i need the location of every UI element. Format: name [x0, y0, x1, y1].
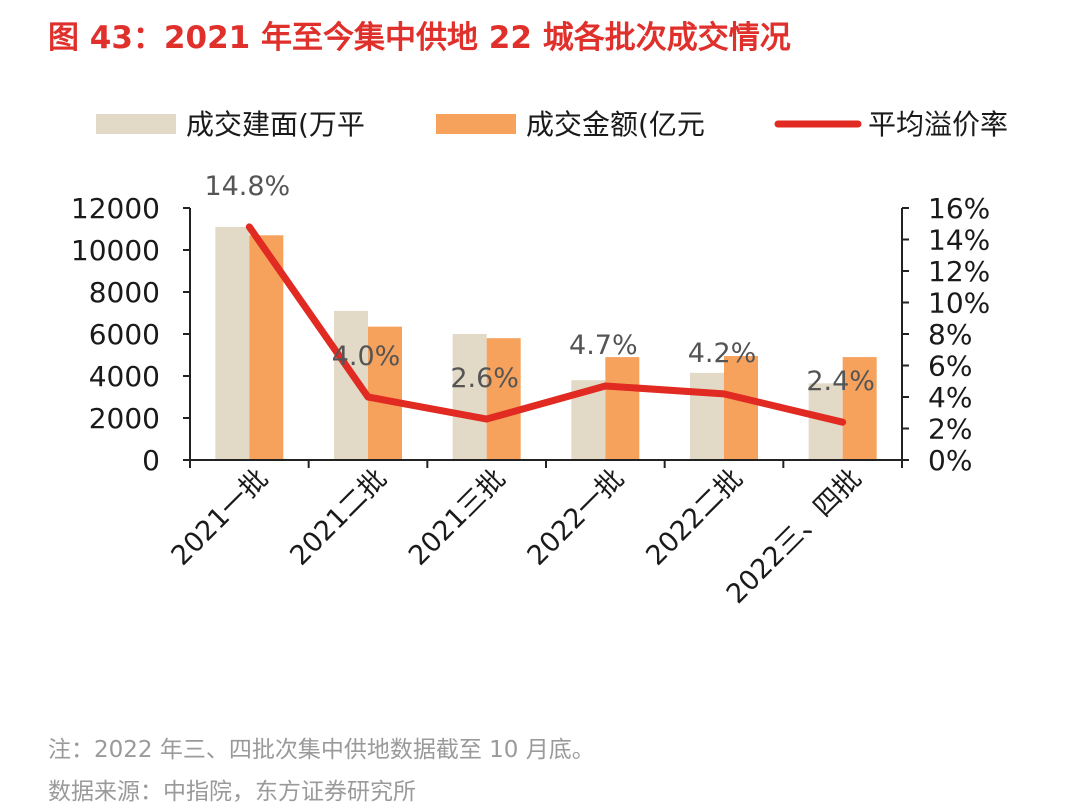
legend-label-2: 成交金额(亿元	[526, 108, 705, 141]
x-tick-label-2: 2021二批	[284, 463, 393, 572]
x-tick-label-4: 2022一批	[522, 463, 631, 572]
bars-layer	[215, 226, 877, 460]
legend-swatch-2	[436, 114, 516, 134]
y-right-tick-label: 16%	[928, 192, 990, 225]
y-right-tick-label: 0%	[928, 444, 972, 477]
combo-chart: 成交建面(万平 成交金额(亿元 平均溢价率 0 2000 4000 6000 8000 100…	[71, 108, 1008, 610]
y-left-tick-label: 10000	[71, 234, 160, 267]
x-tick-label-3: 2021三批	[403, 463, 512, 572]
y-left-tick-label: 8000	[89, 276, 160, 309]
footnote: 注：2022 年三、四批次集中供地数据截至 10 月底。	[48, 737, 595, 763]
bar-amount-3	[486, 338, 521, 460]
y-left-tick-label: 12000	[71, 192, 160, 225]
y-right-tick-label: 4%	[928, 381, 972, 414]
bar-amount-5	[724, 356, 758, 460]
y-right-tick-label: 12%	[928, 255, 990, 288]
y-left-tick-label: 2000	[89, 402, 160, 435]
y-left-tick-label: 4000	[89, 360, 160, 393]
y-right-tick-label: 14%	[928, 224, 990, 257]
premium-data-label-3: 2.6%	[450, 363, 519, 394]
premium-data-label-5: 4.2%	[688, 338, 757, 369]
source-note: 数据来源：中指院，东方证券研究所	[48, 779, 416, 805]
premium-data-label-2: 4.0%	[332, 341, 401, 372]
legend-label-3: 平均溢价率	[868, 108, 1008, 141]
legend: 成交建面(万平 成交金额(亿元 平均溢价率	[96, 108, 1008, 141]
bar-area-1	[215, 226, 250, 460]
bar-amount-2	[368, 326, 402, 460]
premium-line	[245, 223, 847, 426]
figure-title: 图 43：2021 年至今集中供地 22 城各批次成交情况	[48, 20, 791, 56]
bar-amount-6	[842, 357, 877, 460]
legend-label-1: 成交建面(万平	[186, 108, 365, 141]
y-right-tick-label: 6%	[928, 350, 972, 383]
bar-area-3	[452, 334, 487, 460]
bar-area-5	[690, 372, 724, 460]
legend-swatch-1	[96, 114, 176, 134]
premium-data-label-4: 4.7%	[569, 330, 638, 361]
y-left-tick-label: 0	[142, 444, 160, 477]
premium-data-label-1: 14.8%	[204, 171, 290, 202]
y-left-tick-label: 6000	[89, 318, 160, 351]
y-right-tick-label: 2%	[928, 413, 972, 446]
y-right-tick-label: 8%	[928, 318, 972, 351]
premium-line-layer	[245, 223, 847, 426]
labels-layer: 14.8% 4.0% 2.6% 4.7% 4.2% 2.4%	[204, 171, 875, 397]
premium-data-label-6: 2.4%	[806, 366, 875, 397]
bar-amount-4	[605, 357, 640, 460]
x-tick-label-1: 2021一批	[166, 463, 275, 572]
y-right-tick-label: 10%	[928, 287, 990, 320]
x-tick-label-5: 2022二批	[640, 463, 749, 572]
